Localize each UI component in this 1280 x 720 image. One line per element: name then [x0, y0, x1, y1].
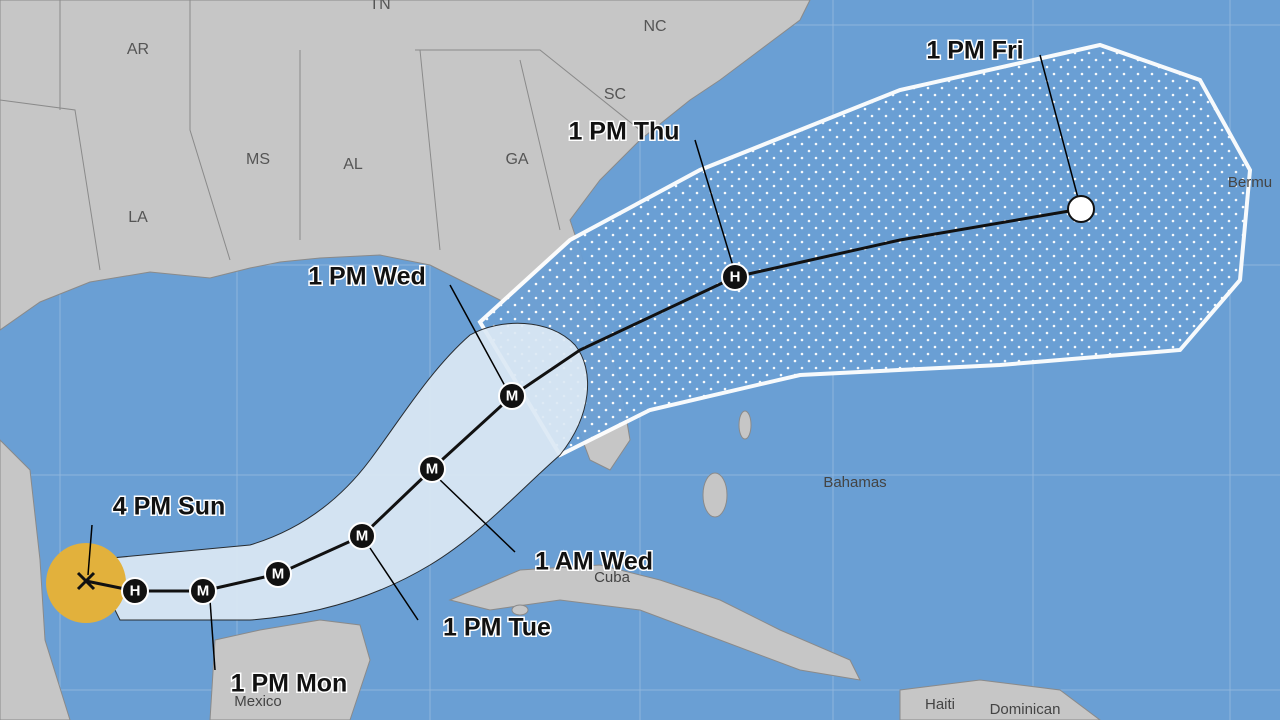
forecast-point-marker: [121, 577, 149, 605]
forecast-point-marker: [721, 263, 749, 291]
time-label: 1 PM Thu: [568, 118, 679, 146]
place-label: Haiti: [925, 696, 955, 713]
state-label: MS: [246, 151, 270, 168]
forecast-point-marker: [1067, 195, 1095, 223]
forecast-point-label: M: [506, 388, 519, 405]
forecast-point: M: [264, 560, 292, 588]
time-label: 1 PM Fri: [926, 37, 1023, 65]
forecast-point-label: H: [130, 583, 141, 600]
forecast-point-marker: [418, 455, 446, 483]
state-label: AR: [127, 41, 149, 58]
state-label: GA: [505, 151, 528, 168]
state-label: SC: [604, 86, 626, 103]
forecast-point-marker: [498, 382, 526, 410]
place-label: Mexico: [234, 693, 282, 710]
state-label: TN: [369, 0, 390, 13]
forecast-point: H: [721, 263, 749, 291]
forecast-point-label: H: [730, 269, 741, 286]
current-position: [76, 571, 96, 591]
time-label: 1 PM Tue: [443, 614, 551, 642]
state-label: AL: [343, 156, 363, 173]
cone-days-1-3: [89, 322, 589, 621]
place-label: Bermu: [1228, 174, 1272, 191]
forecast-point: M: [189, 577, 217, 605]
forecast-point: M: [498, 382, 526, 410]
forecast-point-marker: [348, 522, 376, 550]
forecast-point: H: [121, 577, 149, 605]
time-label: 1 AM Wed: [535, 548, 653, 576]
leaders: [87, 54, 1079, 671]
state-label: NC: [643, 18, 666, 35]
cone-days-4-5: [477, 42, 1253, 458]
time-label: 1 PM Mon: [231, 670, 348, 698]
forecast-point-label: S: [1076, 201, 1086, 218]
forecast-point-marker: [189, 577, 217, 605]
forecast-point-marker: [264, 560, 292, 588]
time-label: 4 PM Sun: [113, 493, 226, 521]
forecast-point: M: [418, 455, 446, 483]
forecast-point: M: [348, 522, 376, 550]
time-label: 1 PM Wed: [308, 263, 426, 291]
forecast-point-label: M: [426, 461, 439, 478]
forecast-point-label: M: [272, 566, 285, 583]
state-label: LA: [128, 209, 148, 226]
forecast-point-label: M: [197, 583, 210, 600]
forecast-point-label: M: [356, 528, 369, 545]
place-label: Dominican: [990, 701, 1061, 718]
place-label: Cuba: [594, 569, 631, 586]
place-label: Bahamas: [823, 474, 886, 491]
forecast-point: S: [1067, 195, 1095, 223]
